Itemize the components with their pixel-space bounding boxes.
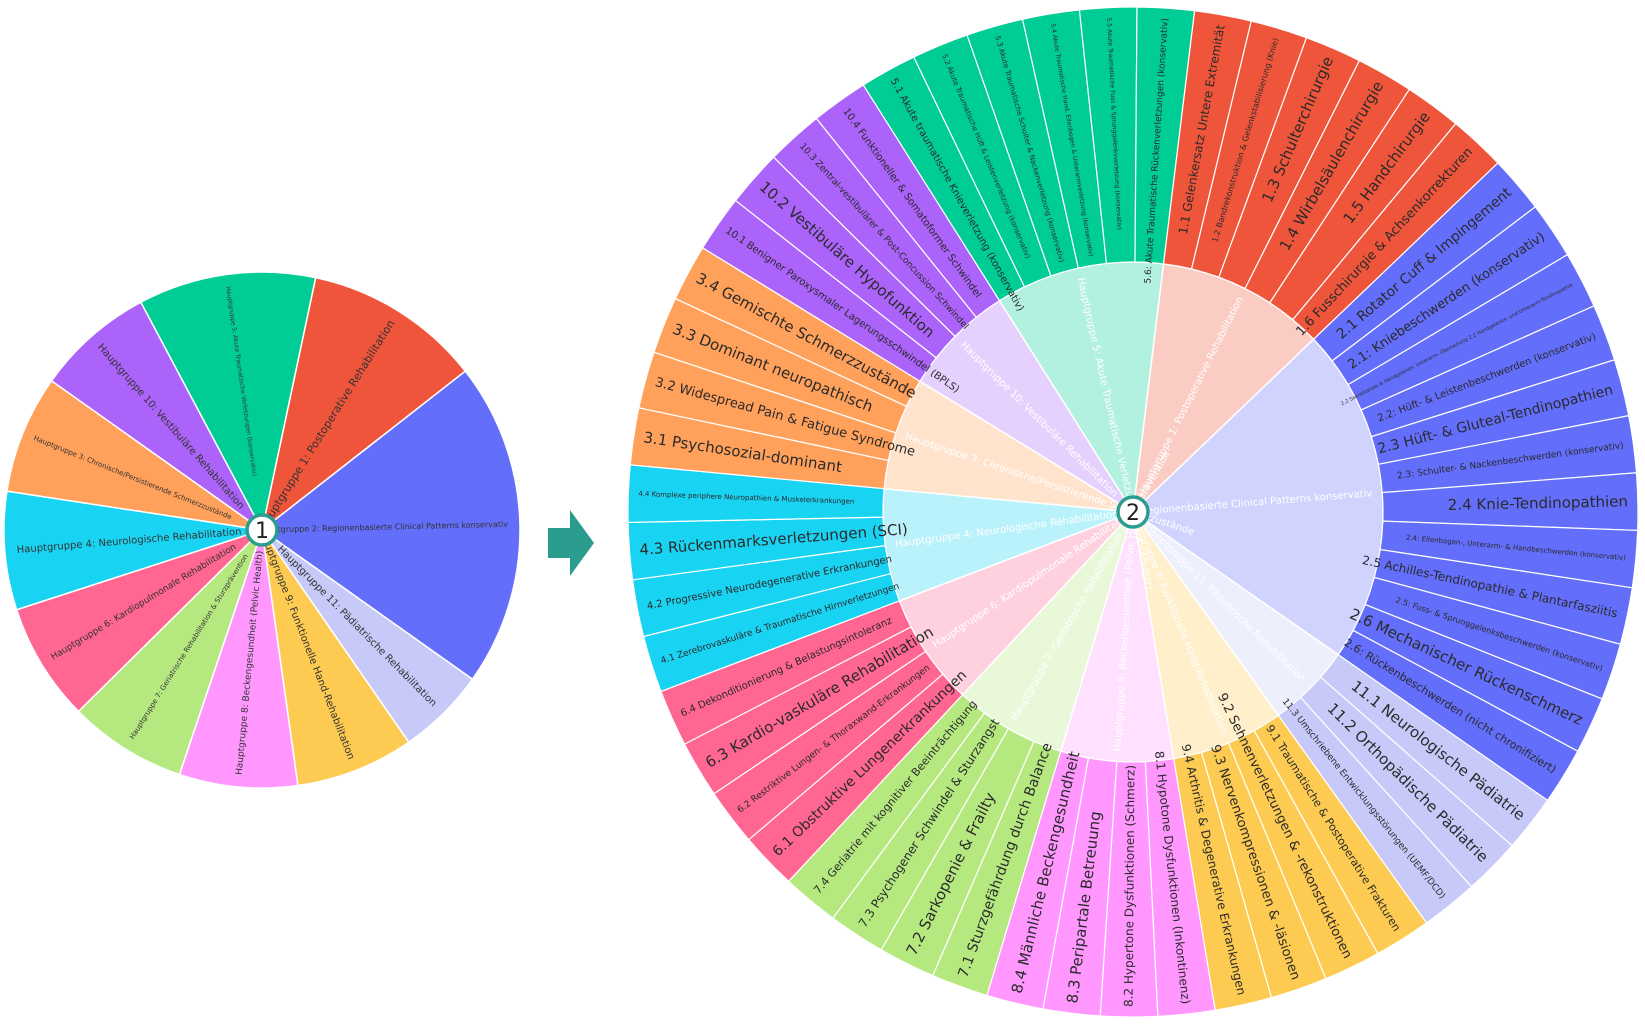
transition-arrow xyxy=(548,510,594,576)
pie-slice-g3 xyxy=(6,379,263,531)
pie-slice-g9 xyxy=(261,529,410,787)
pie-slice-g6 xyxy=(15,529,263,713)
badge-left-number: 1 xyxy=(255,519,269,544)
sunburst-segment-label-2-4-knie-tendinopathien: 2.4 Knie-Tendinopathien xyxy=(1448,492,1628,514)
pie-slice-g1 xyxy=(260,276,467,532)
pie-chart-left: Hauptgruppe 1: Postoperative Rehabilitat… xyxy=(3,271,521,789)
badge-right-number: 2 xyxy=(1126,501,1140,526)
pie-slice-g7 xyxy=(77,529,263,776)
badge-left: 1 xyxy=(245,513,279,547)
sunburst-segment-label-8-2-hypertone-dysfunktionen-schmerz: 8.2 Hypertone Dysfunktionen (Schmerz) xyxy=(1122,765,1138,1007)
arrow-right-icon xyxy=(548,510,594,576)
badge-right: 2 xyxy=(1116,495,1150,529)
pie-slice-g2 xyxy=(260,370,521,681)
pie-slice-g10 xyxy=(50,301,263,531)
pie-slice-g5 xyxy=(139,271,317,533)
pie-slice-g8 xyxy=(178,529,299,789)
sunburst-chart-right: Hauptgruppe 1: Postoperative Rehabilitat… xyxy=(627,6,1639,1018)
sunburst-segment-5-6-akute-traumatische-ruckenverletzungen-konser xyxy=(1134,6,1196,265)
